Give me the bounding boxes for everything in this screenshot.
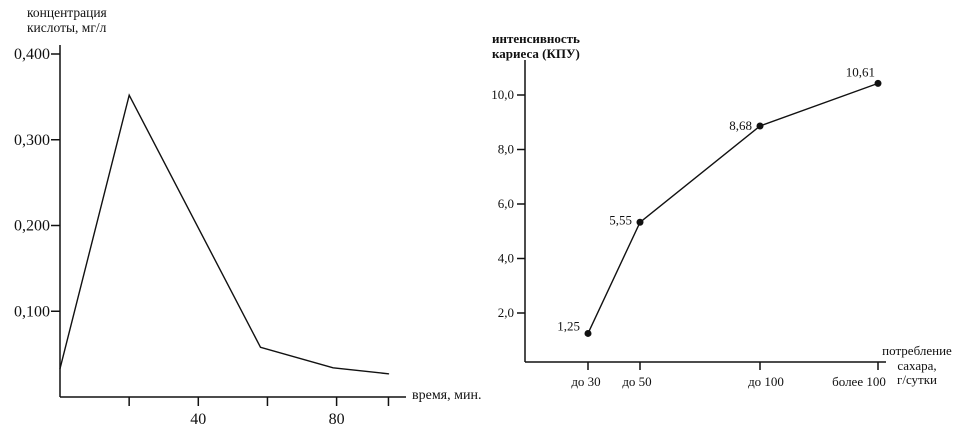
data-point-marker xyxy=(636,218,644,226)
x-tick-label: до 50 xyxy=(622,374,651,389)
x-tick-label: более 100 xyxy=(832,374,886,389)
y-tick-label: 0,200 xyxy=(14,218,50,235)
x-tick-label: 40 xyxy=(190,411,206,428)
acid-concentration-chart: 0,100 0,200 0,300 0,400 40 80 xyxy=(14,45,406,428)
series-line xyxy=(587,82,879,335)
x-tick-label: 80 xyxy=(329,411,345,428)
y-tick-label: 4,0 xyxy=(498,251,514,266)
y-tick-label: 10,0 xyxy=(491,87,514,102)
left-chart-title: концентрация кислоты, мг/л xyxy=(27,5,107,35)
y-tick-label: 0,100 xyxy=(14,303,50,320)
left-chart-x-axis-label: время, мин. xyxy=(412,388,482,403)
right-chart-title-line1: интенсивность xyxy=(492,31,580,46)
right-chart-title-line2: кариеса (КПУ) xyxy=(492,46,580,61)
y-tick-label: 6,0 xyxy=(498,196,514,211)
left-chart-title-line2: кислоты, мг/л xyxy=(27,20,107,35)
data-point-marker xyxy=(874,79,882,87)
right-chart-title: интенсивность кариеса (КПУ) xyxy=(492,31,580,61)
x-tick-label: до 100 xyxy=(748,374,784,389)
right-chart-x-axis-label: потребление сахара, г/сутки xyxy=(878,343,956,388)
data-point-label: 1,25 xyxy=(557,318,580,333)
y-tick-label: 8,0 xyxy=(498,142,514,157)
caries-intensity-chart: 2,0 4,0 6,0 8,0 10,0 до 30 до 50 до 100 более 10… xyxy=(491,60,886,389)
right-chart-x-axis-label-line1: потребление xyxy=(882,343,952,358)
y-tick-label: 2,0 xyxy=(498,305,514,320)
y-tick-label: 0,300 xyxy=(14,132,50,149)
data-point-label: 10,61 xyxy=(846,64,875,79)
data-point-marker xyxy=(756,122,764,130)
left-chart-title-line1: концентрация xyxy=(27,5,107,20)
data-point-label: 5,55 xyxy=(609,212,632,227)
right-chart-x-axis-label-line2: сахара, xyxy=(897,357,937,373)
data-point-marker xyxy=(584,329,592,337)
x-tick-label: до 30 xyxy=(571,374,600,389)
y-tick-label: 0,400 xyxy=(14,46,50,63)
right-chart-x-axis-label-line3: г/сутки xyxy=(897,372,937,387)
series-line xyxy=(59,93,390,375)
data-point-label: 8,68 xyxy=(729,118,752,133)
